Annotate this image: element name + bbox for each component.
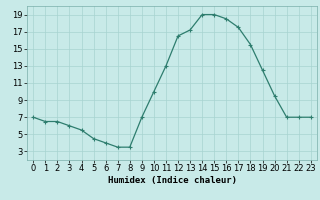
X-axis label: Humidex (Indice chaleur): Humidex (Indice chaleur) — [108, 176, 236, 185]
